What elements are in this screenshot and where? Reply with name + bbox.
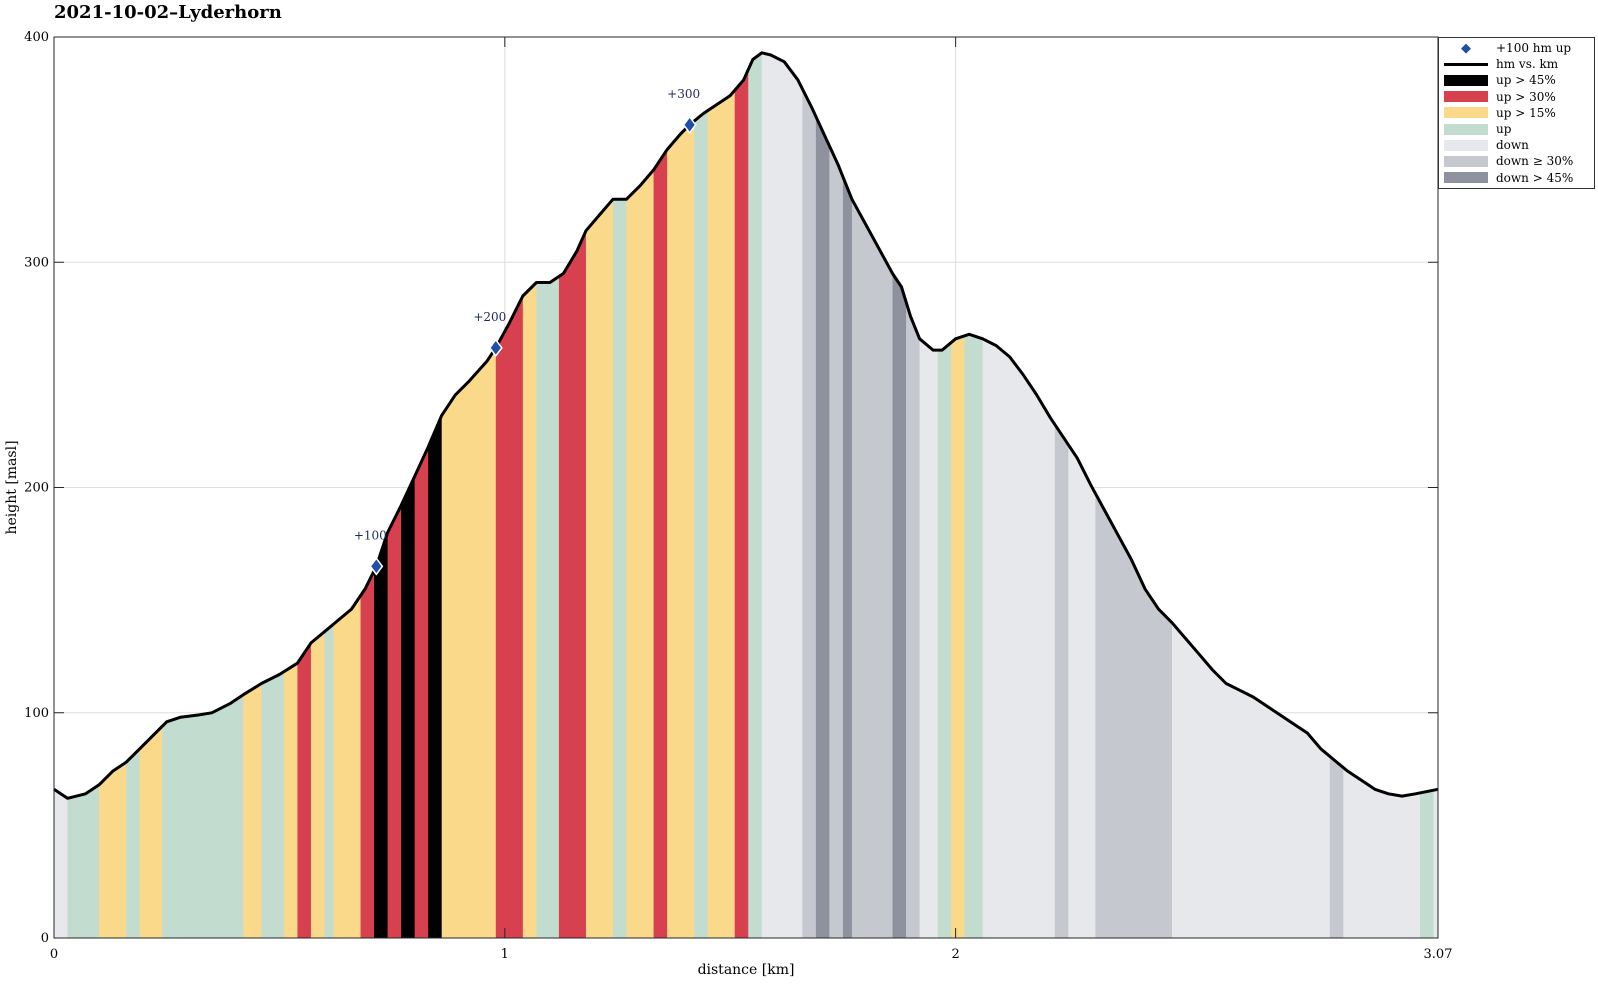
legend-item: up > 15% bbox=[1439, 105, 1594, 121]
legend-item: down bbox=[1439, 137, 1594, 153]
slope-band-up30 bbox=[734, 52, 749, 938]
slope-band-down45 bbox=[815, 52, 830, 938]
slope-band-up30 bbox=[558, 52, 587, 938]
slope-band-down30 bbox=[829, 52, 844, 938]
slope-band-down bbox=[982, 52, 1056, 938]
slope-band-up30 bbox=[414, 52, 429, 938]
legend-swatch bbox=[1444, 91, 1488, 103]
legend-item: hm vs. km bbox=[1439, 56, 1594, 72]
profile-line bbox=[53, 51, 1439, 800]
legend-item: up bbox=[1439, 121, 1594, 137]
x-tick-label: 1 bbox=[501, 947, 509, 962]
legend-label: up > 15% bbox=[1496, 105, 1556, 120]
legend-swatch bbox=[1444, 74, 1488, 86]
legend-label: hm vs. km bbox=[1496, 57, 1559, 72]
legend-item: up > 30% bbox=[1439, 89, 1594, 105]
y-tick-label: 100 bbox=[24, 706, 49, 721]
slope-band-up15 bbox=[626, 52, 654, 938]
hm-marker-label: +300 bbox=[667, 87, 700, 101]
x-tick-label: 3.07 bbox=[1424, 947, 1453, 962]
legend-diamond-icon: ◆ bbox=[1461, 40, 1471, 56]
slope-band-up15 bbox=[441, 52, 497, 938]
axis-ticks: 0 1 2 3.07 0 100 200 300 400 bbox=[24, 30, 1452, 962]
hm-marker-label: +200 bbox=[473, 310, 506, 324]
slope-band-down30 bbox=[1054, 52, 1069, 938]
slope-band-down45 bbox=[842, 52, 853, 938]
legend: ◆ +100 hm up hm vs. km up > 45% up > 30% up >… bbox=[1438, 37, 1595, 189]
hm-markers: +100 +200 +300 bbox=[354, 87, 700, 576]
slope-band-up bbox=[964, 52, 984, 938]
legend-item: down > 45% bbox=[1439, 170, 1594, 186]
legend-item: up > 45% bbox=[1439, 72, 1594, 88]
legend-label: up > 45% bbox=[1496, 73, 1556, 88]
legend-line-icon bbox=[1444, 62, 1488, 66]
slope-band-down30 bbox=[802, 52, 817, 938]
hm-marker bbox=[682, 115, 697, 135]
hm-marker bbox=[488, 338, 503, 358]
legend-swatch bbox=[1444, 155, 1488, 167]
legend-label: +100 hm up bbox=[1496, 41, 1572, 56]
slope-band-up15 bbox=[585, 52, 614, 938]
slope-band-down bbox=[919, 52, 938, 938]
legend-swatch bbox=[1444, 139, 1488, 151]
legend-item: down ≥ 30% bbox=[1439, 153, 1594, 169]
slope-band-up30 bbox=[495, 52, 524, 938]
legend-item: ◆ +100 hm up bbox=[1439, 40, 1594, 56]
y-axis-label: height [masl] bbox=[4, 440, 20, 534]
x-tick-label: 2 bbox=[951, 947, 959, 962]
slope-band-up15 bbox=[707, 52, 736, 938]
legend-label: down > 45% bbox=[1496, 170, 1574, 185]
legend-label: down ≥ 30% bbox=[1496, 154, 1574, 169]
legend-swatch bbox=[1444, 123, 1488, 135]
hm-marker-label: +100 bbox=[354, 528, 387, 542]
y-tick-label: 300 bbox=[24, 255, 49, 270]
slope-band-down bbox=[761, 52, 803, 938]
x-axis-label: distance [km] bbox=[698, 962, 795, 978]
slope-band-up15 bbox=[667, 52, 695, 938]
x-tick-label: 0 bbox=[50, 947, 58, 962]
legend-label: up > 30% bbox=[1496, 89, 1556, 104]
slope-band-up bbox=[748, 52, 763, 938]
slope-band-up30 bbox=[653, 52, 668, 938]
chart-title: 2021-10-02–Lyderhorn bbox=[54, 2, 282, 23]
slope-band-up bbox=[694, 52, 709, 938]
slope-band-down45 bbox=[892, 52, 907, 938]
slope-band-up bbox=[937, 52, 952, 938]
slope-band-up15 bbox=[522, 52, 537, 938]
slope-band-up15 bbox=[951, 52, 966, 938]
y-tick-label: 0 bbox=[41, 931, 49, 946]
hm-marker bbox=[369, 557, 384, 576]
y-tick-label: 400 bbox=[24, 30, 49, 45]
slope-band-down30 bbox=[906, 52, 920, 938]
legend-swatch bbox=[1444, 107, 1488, 119]
y-tick-label: 200 bbox=[24, 481, 49, 496]
slope-band-up45 bbox=[428, 52, 443, 938]
legend-swatch bbox=[1444, 172, 1488, 184]
slope-band-up bbox=[613, 52, 627, 938]
slope-band-up bbox=[536, 52, 560, 938]
legend-label: up bbox=[1496, 122, 1512, 137]
slope-band-down30 bbox=[851, 52, 893, 938]
legend-label: down bbox=[1496, 138, 1529, 153]
